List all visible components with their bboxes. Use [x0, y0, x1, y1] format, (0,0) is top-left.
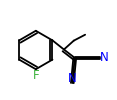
Text: N: N [68, 72, 77, 85]
Text: F: F [33, 69, 39, 82]
Text: N: N [100, 51, 108, 64]
